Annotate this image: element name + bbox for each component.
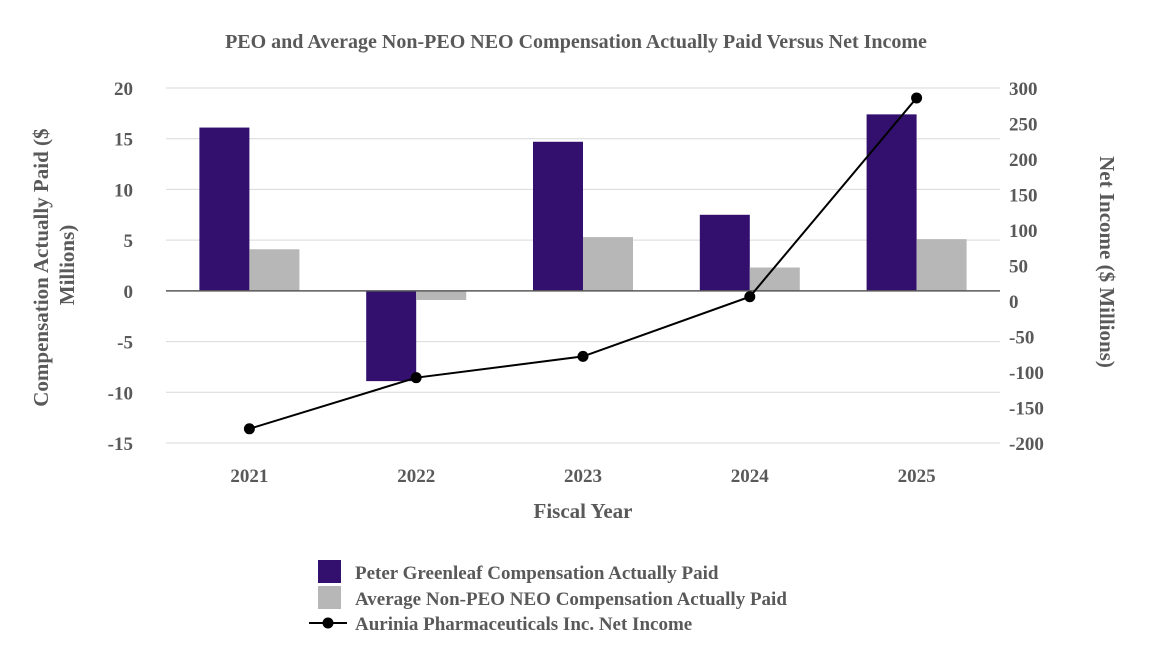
legend-marker	[322, 617, 334, 629]
y2-tick-label: 50	[1009, 257, 1028, 278]
y2-tick-label: -100	[1009, 363, 1044, 384]
y-axis-title-line2: Millions)	[55, 225, 79, 306]
bar-non-peo	[416, 290, 467, 300]
y2-tick-label: 300	[1009, 79, 1038, 100]
legend-swatch	[318, 586, 341, 609]
x-tick-label: 2024	[731, 466, 770, 487]
y2-tick-label: 0	[1009, 292, 1019, 313]
legend: Peter Greenleaf Compensation Actually Pa…	[309, 560, 787, 635]
bar-non-peo	[749, 267, 800, 291]
y-tick-label: -5	[117, 333, 133, 354]
bar-non-peo	[583, 237, 633, 291]
right-axis-ticks: 300 250 200 150 100 50 0 -50 -100 -150 -200	[1009, 79, 1044, 455]
bar-peo	[199, 127, 250, 291]
x-axis-title: Fiscal Year	[534, 499, 633, 523]
y2-tick-label: 100	[1009, 221, 1038, 242]
bar-non-peo	[249, 249, 300, 291]
bar-peo	[533, 141, 583, 291]
net-income-point	[410, 372, 422, 384]
y-axis-title: Compensation Actually Paid ($ Millions)	[29, 123, 79, 407]
legend-label: Average Non-PEO NEO Compensation Actuall…	[355, 589, 787, 610]
net-income-point	[243, 423, 255, 435]
x-tick-label: 2023	[564, 466, 602, 487]
y-axis-title-line1: Compensation Actually Paid ($	[29, 128, 53, 406]
net-income-point	[911, 92, 923, 104]
bar-non-peo	[916, 239, 967, 291]
y2-tick-label: 250	[1009, 115, 1038, 136]
y-tick-label: 5	[124, 231, 134, 252]
y2-tick-label: 150	[1009, 186, 1038, 207]
y2-tick-label: -200	[1009, 434, 1044, 455]
y2-axis-title: Net Income ($ Millions)	[1095, 156, 1119, 368]
net-income-point	[577, 350, 589, 362]
y-tick-label: 20	[114, 79, 133, 100]
y2-tick-label: -150	[1009, 399, 1044, 420]
legend-label: Aurinia Pharmaceuticals Inc. Net Income	[355, 614, 692, 635]
x-tick-label: 2025	[898, 466, 936, 487]
y2-tick-label: 200	[1009, 150, 1038, 171]
bar-peo	[366, 290, 417, 382]
chart-title: PEO and Average Non-PEO NEO Compensation…	[225, 31, 927, 53]
bar-peo	[866, 114, 917, 291]
left-axis-ticks: 20 15 10 5 0 -5 -10 -15	[108, 79, 133, 455]
x-axis-ticks: 2021 2022 2023 2024 2025	[230, 466, 935, 487]
y-tick-label: 0	[124, 282, 134, 303]
y-tick-label: -10	[108, 383, 133, 404]
legend-label: Peter Greenleaf Compensation Actually Pa…	[355, 563, 719, 584]
net-income-line	[243, 92, 923, 435]
x-tick-label: 2021	[230, 466, 268, 487]
x-tick-label: 2022	[397, 466, 435, 487]
y2-tick-label: -50	[1009, 328, 1034, 349]
y-tick-label: 15	[114, 130, 133, 151]
bars	[199, 114, 967, 382]
y-tick-label: 10	[114, 180, 133, 201]
y-tick-label: -15	[108, 434, 133, 455]
net-income-point	[744, 291, 756, 303]
legend-swatch	[318, 560, 341, 583]
bar-peo	[699, 214, 750, 291]
